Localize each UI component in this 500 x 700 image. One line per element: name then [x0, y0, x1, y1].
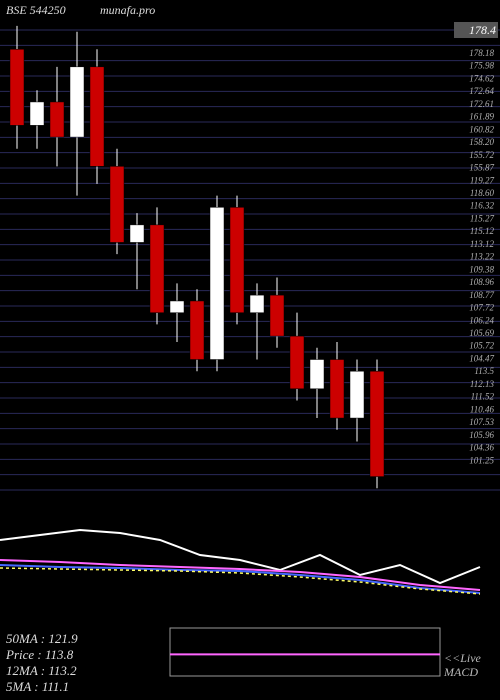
candle-body	[170, 301, 184, 313]
price-scale-label: 160.82	[469, 124, 494, 134]
price-tag: 178.4	[469, 23, 496, 37]
price-scale-label: 178.18	[469, 48, 494, 58]
info-line: 12MA : 113.2	[6, 663, 77, 678]
price-scale-label: 119.27	[470, 175, 495, 185]
price-scale-label: 107.53	[469, 417, 494, 427]
candle-body	[290, 336, 304, 389]
site-label: munafa.pro	[100, 3, 155, 17]
price-scale-label: 113.12	[470, 239, 495, 249]
price-scale-label: 172.61	[469, 99, 494, 109]
info-line: 5MA : 111.1	[6, 679, 69, 694]
price-scale-label: 105.69	[469, 328, 494, 338]
price-scale-label: 110.46	[470, 404, 495, 414]
candle-body	[330, 360, 344, 419]
candle-body	[270, 295, 284, 336]
price-scale-label: 108.77	[469, 290, 494, 300]
candle-body	[130, 225, 144, 243]
price-scale-label: 113.5	[474, 366, 494, 376]
price-scale-label: 101.25	[469, 455, 494, 465]
price-scale-label: 105.96	[469, 430, 494, 440]
indicator-bg	[0, 505, 500, 625]
price-scale-label: 113.22	[470, 252, 495, 262]
candle-body	[150, 225, 164, 313]
price-scale-label: 111.52	[471, 392, 495, 402]
price-scale-label: 108.96	[469, 277, 494, 287]
live-label-2: MACD	[443, 665, 478, 679]
candle-body	[50, 102, 64, 137]
candle-body	[90, 67, 104, 167]
price-scale-label: 109.38	[469, 264, 494, 274]
price-scale-label: 174.62	[469, 73, 494, 83]
price-scale-label: 116.32	[470, 201, 495, 211]
price-scale-label: 112.13	[470, 379, 495, 389]
price-scale-label: 155.87	[469, 163, 494, 173]
price-scale-label: 175.98	[469, 61, 494, 71]
stock-chart: BSE 544250 munafa.pro 178.18 175.98 174.62 17…	[0, 0, 500, 700]
price-scale-label: 104.36	[469, 443, 494, 453]
candle-body	[310, 360, 324, 389]
info-line: 50MA : 121.9	[6, 631, 78, 646]
price-scale-label: 118.60	[470, 188, 495, 198]
price-scale-label: 161.89	[469, 112, 494, 122]
chart-svg: BSE 544250 munafa.pro 178.18 175.98 174.62 17…	[0, 0, 500, 700]
candle-body	[110, 166, 124, 242]
price-scale-label: 115.12	[470, 226, 495, 236]
candle-body	[10, 49, 24, 125]
candle-body	[30, 102, 44, 125]
candle-body	[250, 295, 264, 313]
info-line: Price : 113.8	[5, 647, 74, 662]
price-scale-label: 155.72	[469, 150, 494, 160]
candle-body	[190, 301, 204, 360]
symbol-label: BSE 544250	[6, 3, 66, 17]
price-scale-label: 104.47	[469, 353, 494, 363]
candle-body	[230, 207, 244, 312]
live-label-1: <<Live	[444, 651, 482, 665]
candle-body	[210, 207, 224, 359]
candle-body	[370, 371, 384, 476]
price-scale-label: 115.27	[470, 213, 495, 223]
price-scale-label: 158.20	[469, 137, 494, 147]
price-scale-label: 106.24	[469, 315, 494, 325]
candle-body	[350, 371, 364, 418]
candle-body	[70, 67, 84, 137]
price-scale-label: 172.64	[469, 86, 494, 96]
price-scale-label: 105.72	[469, 341, 494, 351]
price-scale-label: 107.72	[469, 303, 494, 313]
